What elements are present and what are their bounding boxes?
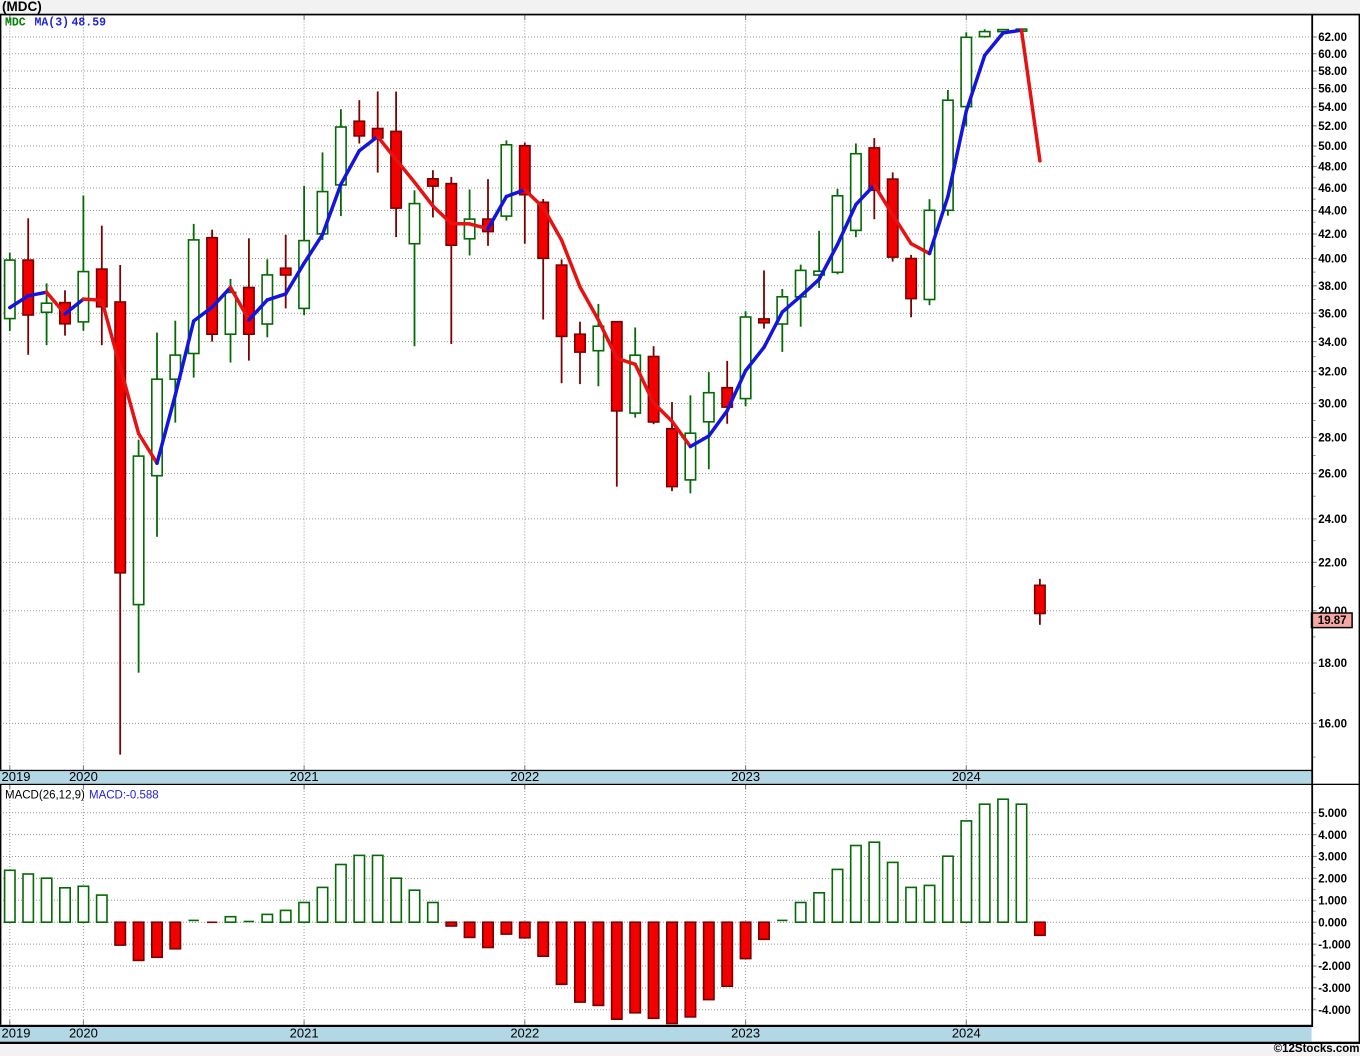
svg-text:48.00: 48.00 [1318, 162, 1347, 174]
svg-text:2020: 2020 [69, 1026, 98, 1041]
svg-text:38.00: 38.00 [1318, 281, 1347, 293]
svg-text:52.00: 52.00 [1318, 121, 1347, 133]
svg-text:(MDC): (MDC) [2, 0, 42, 14]
svg-text:22.00: 22.00 [1318, 558, 1347, 570]
svg-text:46.00: 46.00 [1318, 183, 1347, 195]
svg-text:48.59: 48.59 [72, 17, 107, 30]
svg-text:26.00: 26.00 [1318, 469, 1347, 481]
svg-text:MACD(26,12,9): MACD(26,12,9) [5, 790, 85, 802]
svg-text:19.87: 19.87 [1318, 615, 1347, 627]
svg-text:24.00: 24.00 [1318, 514, 1347, 526]
svg-text:44.00: 44.00 [1318, 206, 1347, 218]
svg-text:16.00: 16.00 [1318, 719, 1347, 731]
svg-text:50.00: 50.00 [1318, 141, 1347, 153]
svg-text:42.00: 42.00 [1318, 229, 1347, 241]
svg-text:2022: 2022 [510, 1026, 539, 1041]
svg-text:28.00: 28.00 [1318, 433, 1347, 445]
svg-text:-1.000: -1.000 [1318, 939, 1351, 951]
svg-text:2021: 2021 [290, 1026, 319, 1041]
svg-text:4.000: 4.000 [1318, 830, 1347, 842]
svg-text:56.00: 56.00 [1318, 84, 1347, 96]
svg-text:2023: 2023 [731, 769, 760, 784]
svg-text:2021: 2021 [290, 769, 319, 784]
svg-text:60.00: 60.00 [1318, 49, 1347, 61]
svg-text:2019: 2019 [2, 1026, 31, 1041]
svg-text:1.000: 1.000 [1318, 896, 1347, 908]
svg-text:MACD:-0.588: MACD:-0.588 [89, 790, 159, 802]
svg-text:0.000: 0.000 [1318, 917, 1347, 929]
svg-text:36.00: 36.00 [1318, 308, 1347, 320]
svg-text:2023: 2023 [731, 1026, 760, 1041]
svg-text:54.00: 54.00 [1318, 102, 1347, 114]
svg-text:MA(3): MA(3) [35, 17, 70, 30]
svg-text:3.000: 3.000 [1318, 852, 1347, 864]
svg-text:2024: 2024 [952, 769, 981, 784]
svg-text:2024: 2024 [952, 1026, 981, 1041]
svg-text:58.00: 58.00 [1318, 66, 1347, 78]
svg-text:MDC: MDC [5, 17, 26, 30]
svg-text:2.000: 2.000 [1318, 874, 1347, 886]
svg-text:18.00: 18.00 [1318, 658, 1347, 670]
svg-text:©12Stocks.com: ©12Stocks.com [1274, 1043, 1360, 1055]
svg-text:62.00: 62.00 [1318, 32, 1347, 44]
svg-text:34.00: 34.00 [1318, 337, 1347, 349]
svg-text:-3.000: -3.000 [1318, 983, 1351, 995]
svg-text:30.00: 30.00 [1318, 399, 1347, 411]
svg-text:2019: 2019 [2, 769, 31, 784]
svg-text:5.000: 5.000 [1318, 808, 1347, 820]
svg-text:2022: 2022 [510, 769, 539, 784]
svg-text:-4.000: -4.000 [1318, 1005, 1351, 1017]
svg-text:32.00: 32.00 [1318, 367, 1347, 379]
svg-text:40.00: 40.00 [1318, 254, 1347, 266]
svg-text:-2.000: -2.000 [1318, 961, 1351, 973]
svg-text:2020: 2020 [69, 769, 98, 784]
